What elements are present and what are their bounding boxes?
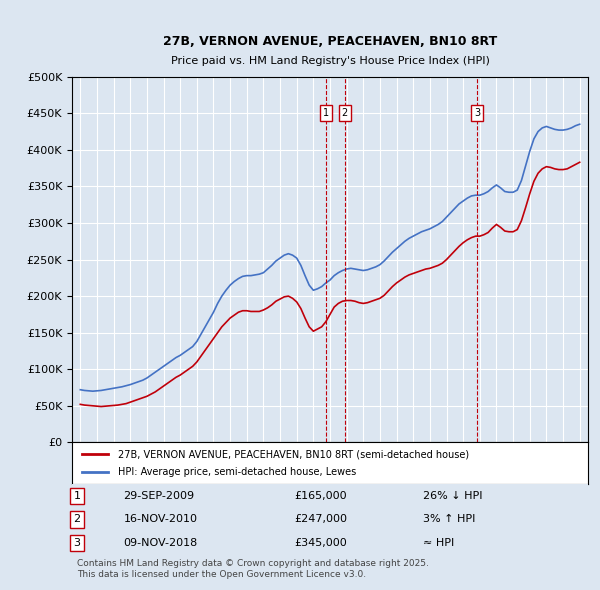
Text: 1: 1 (323, 109, 329, 118)
Text: 3: 3 (74, 538, 80, 548)
Text: 2: 2 (341, 109, 348, 118)
Text: Price paid vs. HM Land Registry's House Price Index (HPI): Price paid vs. HM Land Registry's House … (170, 56, 490, 66)
Text: 1: 1 (74, 491, 80, 501)
Text: £247,000: £247,000 (294, 514, 347, 525)
Text: 16-NOV-2010: 16-NOV-2010 (124, 514, 197, 525)
Text: 2: 2 (74, 514, 81, 525)
Text: 3% ↑ HPI: 3% ↑ HPI (423, 514, 475, 525)
Text: £345,000: £345,000 (294, 538, 347, 548)
Text: 3: 3 (475, 109, 481, 118)
Text: 09-NOV-2018: 09-NOV-2018 (124, 538, 198, 548)
Text: £165,000: £165,000 (294, 491, 347, 501)
Text: HPI: Average price, semi-detached house, Lewes: HPI: Average price, semi-detached house,… (118, 467, 356, 477)
Text: 26% ↓ HPI: 26% ↓ HPI (423, 491, 482, 501)
Text: 27B, VERNON AVENUE, PEACEHAVEN, BN10 8RT (semi-detached house): 27B, VERNON AVENUE, PEACEHAVEN, BN10 8RT… (118, 449, 470, 459)
Text: 29-SEP-2009: 29-SEP-2009 (124, 491, 195, 501)
Text: ≈ HPI: ≈ HPI (423, 538, 454, 548)
Text: Contains HM Land Registry data © Crown copyright and database right 2025.
This d: Contains HM Land Registry data © Crown c… (77, 559, 429, 579)
Text: 27B, VERNON AVENUE, PEACEHAVEN, BN10 8RT: 27B, VERNON AVENUE, PEACEHAVEN, BN10 8RT (163, 35, 497, 48)
